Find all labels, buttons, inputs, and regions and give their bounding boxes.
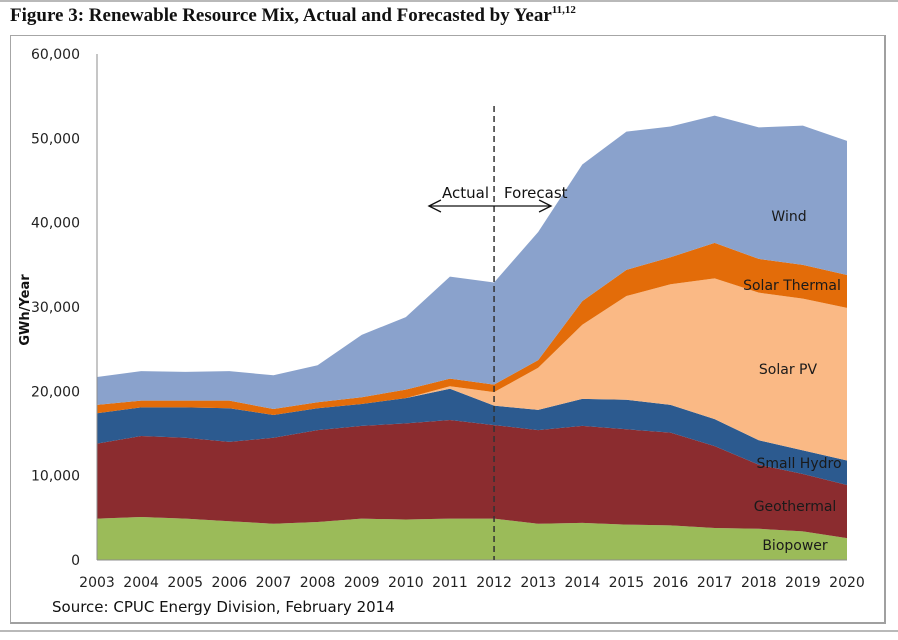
x-tick-label: 2009 xyxy=(344,575,380,591)
x-tick-label: 2017 xyxy=(697,575,733,591)
x-tick-label: 2018 xyxy=(741,575,777,591)
area-layers xyxy=(97,115,847,560)
figure-title-text: Figure 3: Renewable Resource Mix, Actual… xyxy=(10,5,552,26)
series-label-solar-pv: Solar PV xyxy=(759,362,818,378)
x-tick-label: 2005 xyxy=(167,575,203,591)
y-tick-label: 60,000 xyxy=(31,47,80,63)
y-tick-label: 30,000 xyxy=(31,300,80,316)
y-tick-label: 10,000 xyxy=(31,469,80,485)
series-label-biopower: Biopower xyxy=(762,538,828,554)
area-geothermal xyxy=(97,420,847,539)
top-rule xyxy=(0,0,898,2)
x-tick-label: 2015 xyxy=(609,575,645,591)
y-tick-label: 0 xyxy=(71,553,80,569)
source-note: Source: CPUC Energy Division, February 2… xyxy=(52,598,395,616)
arrow-head-left xyxy=(427,199,442,213)
x-tick-label: 2012 xyxy=(476,575,512,591)
figure-title: Figure 3: Renewable Resource Mix, Actual… xyxy=(10,4,576,27)
figure-title-superscript: 11,12 xyxy=(551,4,576,16)
series-label-small-hydro: Small Hydro xyxy=(756,456,841,472)
forecast-label: Forecast xyxy=(504,184,568,202)
area-wind xyxy=(97,115,847,410)
y-axis-label: GWh/Year xyxy=(18,274,33,346)
arrow-head-right xyxy=(538,199,553,213)
area-solar-thermal xyxy=(97,242,847,415)
x-tick-label: 2011 xyxy=(432,575,468,591)
series-label-geothermal: Geothermal xyxy=(754,499,837,515)
x-tick-label: 2020 xyxy=(829,575,865,591)
x-tick-label: 2010 xyxy=(388,575,424,591)
x-tick-label: 2016 xyxy=(653,575,689,591)
x-tick-label: 2013 xyxy=(520,575,556,591)
series-label-wind: Wind xyxy=(771,209,806,225)
x-tick-label: 2007 xyxy=(256,575,292,591)
x-tick-label: 2003 xyxy=(79,575,115,591)
x-tick-label: 2019 xyxy=(785,575,821,591)
area-biopower xyxy=(97,516,847,560)
series-labels: Biopower Geothermal Small Hydro Solar PV Sol… xyxy=(743,209,841,554)
bottom-rule xyxy=(0,630,898,632)
area-small-hydro xyxy=(97,388,847,485)
y-tick-label: 20,000 xyxy=(31,384,80,400)
series-label-solar-thermal: Solar Thermal xyxy=(743,278,841,294)
y-tick-label: 40,000 xyxy=(31,216,80,232)
x-tick-label: 2004 xyxy=(123,575,159,591)
x-tick-label: 2014 xyxy=(564,575,600,591)
y-tick-labels: 0 10,000 20,000 30,000 40,000 50,000 60,000 xyxy=(31,47,80,569)
area-solar-pv xyxy=(97,278,847,461)
actual-forecast-double-arrow xyxy=(427,199,553,213)
y-tick-label: 50,000 xyxy=(31,131,80,147)
x-tick-labels: 2003 2004 2005 2006 2007 2008 2009 2010 2011 2012… xyxy=(79,575,865,591)
x-tick-label: 2008 xyxy=(300,575,336,591)
actual-label: Actual xyxy=(442,184,489,202)
x-tick-label: 2006 xyxy=(212,575,248,591)
